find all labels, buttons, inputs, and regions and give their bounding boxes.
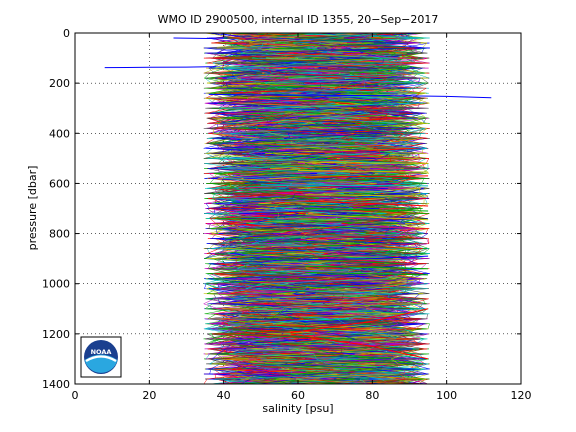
series-line [305,265,429,270]
chart-title: WMO ID 2900500, internal ID 1355, 20−Sep… [158,13,439,26]
y-axis-label: pressure [dbar] [26,166,39,251]
y-tick-label: 0 [63,27,70,40]
x-tick-label: 60 [291,389,305,402]
y-tick-label: 1000 [42,278,70,291]
x-axis-label: salinity [psu] [262,402,333,415]
series-line [297,255,429,261]
series-line [305,194,429,197]
noaa-logo: NOAA [80,336,122,378]
x-tick-label: 40 [217,389,231,402]
y-tick-label: 400 [49,127,70,140]
profile-line [204,33,430,384]
profile-line [204,33,428,384]
series-line [173,37,224,40]
series-lines [104,37,492,360]
y-tick-label: 200 [49,77,70,90]
x-tick-label: 20 [142,389,156,402]
series-line [104,66,217,69]
series-line [305,271,429,276]
profile-line [202,33,430,384]
series-line [290,333,429,360]
y-tick-label: 1200 [42,328,70,341]
series-line [297,169,429,173]
y-tick-label: 600 [49,177,70,190]
series-line [305,200,429,207]
series-line [305,208,429,212]
profile-line [204,33,430,384]
profile-line [204,33,427,384]
logo-text: NOAA [91,348,112,356]
x-tick-label: 120 [511,389,532,402]
series-line [297,161,429,164]
x-tick-label: 80 [365,389,379,402]
x-tick-label: 100 [436,389,457,402]
profile-band [202,33,431,384]
series-line [290,308,429,334]
y-tick-label: 1400 [42,378,70,391]
series-line [305,214,429,221]
series-line [305,175,429,178]
y-tick-label: 800 [49,228,70,241]
series-line [208,93,492,99]
series-line [260,184,429,187]
x-tick-label: 0 [72,389,79,402]
profile-line [204,33,429,384]
